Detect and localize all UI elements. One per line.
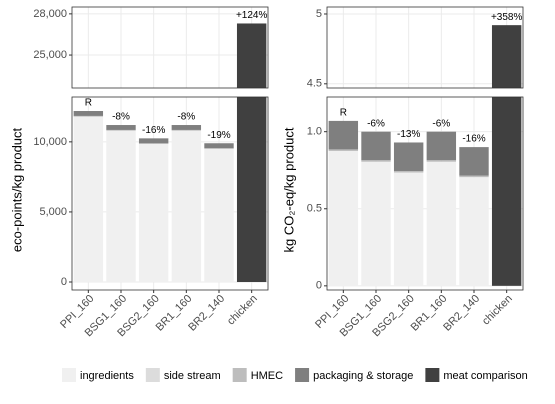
x-tick-label: chicken — [480, 293, 515, 328]
bar-segment — [393, 172, 424, 286]
x-tick-label: BR2_140 — [441, 293, 482, 334]
bar-segment — [106, 129, 136, 131]
bar-annotation: -6% — [367, 118, 385, 129]
bar-segment — [73, 111, 104, 116]
bar-annotation: +124% — [236, 10, 268, 21]
y-axis-title: eco-points/kg product — [9, 127, 24, 252]
legend-label: side stream — [164, 370, 221, 382]
panel-bg — [72, 7, 268, 88]
x-tick-label: chicken — [225, 293, 260, 328]
y-tick-label: 25,000 — [33, 49, 67, 61]
bar-segment — [393, 170, 424, 173]
panel-border — [326, 6, 524, 89]
y-tick-label: 28,000 — [33, 8, 67, 20]
bar-segment — [171, 130, 202, 283]
bar-segment — [73, 115, 104, 117]
bar-segment — [491, 25, 522, 88]
y-tick-label: 4.5 — [307, 78, 322, 90]
y-tick-label: 0.5 — [307, 203, 322, 215]
panel-border — [71, 96, 269, 291]
y-tick-label: 5 — [316, 8, 322, 20]
bar-segment — [426, 160, 457, 162]
bar-segment — [393, 142, 424, 171]
legend-label: HMEC — [251, 370, 283, 382]
bar-segment — [138, 143, 169, 144]
legend-key — [145, 368, 160, 382]
y-tick-label: 0 — [61, 276, 67, 288]
bar-segment — [138, 138, 169, 144]
bar-segment — [73, 116, 104, 283]
y-tick-label: 1.0 — [307, 126, 322, 138]
y-tick-label: 5,000 — [39, 206, 67, 218]
bar-segment — [204, 148, 234, 149]
panel-bg — [327, 97, 523, 290]
bar-segment — [459, 147, 489, 176]
bar-annotation: R — [85, 98, 92, 109]
y-tick-label: 10,000 — [33, 136, 67, 148]
bar-segment — [171, 125, 202, 130]
panel-border — [326, 96, 524, 291]
panel-border — [71, 6, 269, 89]
bar-annotation: -8% — [177, 112, 195, 123]
legend-key — [62, 368, 76, 382]
legend-label: meat comparison — [443, 370, 527, 382]
bar-annotation: -8% — [112, 112, 130, 123]
bar-segment — [106, 125, 136, 130]
bar-segment — [491, 97, 522, 286]
bar-segment — [328, 150, 359, 286]
bar-annotation: -16% — [142, 125, 165, 136]
bar-segment — [426, 131, 457, 161]
bar-segment — [361, 161, 391, 286]
legend-key — [295, 368, 310, 382]
bar-segment — [236, 23, 267, 88]
bar-annotation: -19% — [207, 130, 230, 141]
bar-segment — [106, 130, 136, 283]
bar-annotation: +358% — [491, 12, 523, 23]
legend-key — [232, 368, 247, 382]
bar-segment — [138, 143, 169, 283]
legend-key — [425, 368, 440, 382]
bar-segment — [328, 149, 359, 151]
bar-annotation: -16% — [462, 134, 485, 145]
bar-segment — [236, 97, 267, 283]
bar-annotation: -13% — [397, 129, 420, 140]
bar-segment — [204, 148, 234, 283]
panel-bg — [327, 7, 523, 88]
y-axis-title: kg CO₂-eq/kg product — [281, 127, 296, 252]
bar-segment — [328, 120, 359, 150]
x-tick-label: BR2_140 — [186, 293, 227, 334]
bar-segment — [459, 175, 489, 178]
bar-segment — [426, 161, 457, 286]
legend-label: ingredients — [80, 370, 134, 382]
bar-annotation: -6% — [432, 118, 450, 129]
bar-segment — [459, 177, 489, 286]
bar-segment — [171, 129, 202, 131]
bar-segment — [204, 143, 234, 149]
bar-segment — [361, 160, 391, 162]
y-tick-label: 0 — [316, 280, 322, 292]
bar-segment — [361, 131, 391, 161]
legend-label: packaging & storage — [313, 370, 413, 382]
panel-bg — [72, 97, 268, 290]
bar-annotation: R — [340, 108, 347, 119]
